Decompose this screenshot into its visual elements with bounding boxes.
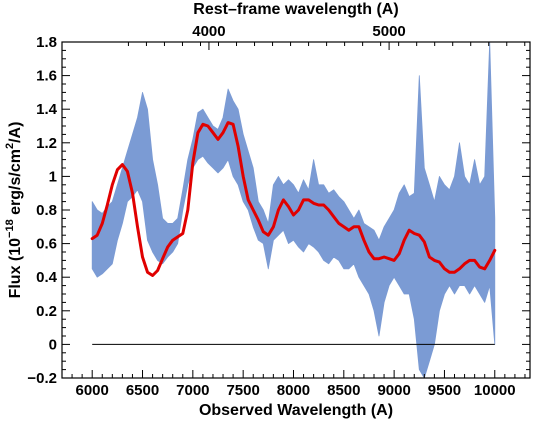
x-tick-label: 7000	[176, 382, 209, 399]
x-tick-label: 6500	[126, 382, 159, 399]
spectrum-band	[91, 41, 496, 379]
y-tick-label: 1.6	[36, 68, 57, 85]
y-tick-label: 1.2	[36, 135, 57, 152]
y-tick-label: 0.4	[36, 269, 58, 286]
x-tick-label: 7500	[226, 382, 259, 399]
y-axis-title-prefix: Flux (10	[7, 238, 24, 299]
x-tick-label: 8000	[277, 382, 310, 399]
y-axis-title-middle: erg/s/cm	[7, 149, 24, 219]
y-axis-title-exponent: −18	[4, 219, 16, 238]
top-axis-title: Rest–frame wavelength (A)	[193, 1, 398, 18]
y-axis-title-exponent-2: 2	[4, 143, 16, 149]
y-tick-label: 0.2	[36, 303, 57, 320]
x-tick-label: 9500	[428, 382, 461, 399]
y-axis-title: Flux (10−18 erg/s/cm2/A)	[4, 122, 24, 299]
y-tick-label: 1.4	[36, 101, 58, 118]
plot-area	[90, 41, 497, 379]
top-tick-label: 4000	[192, 23, 225, 40]
y-tick-label: 0.8	[36, 202, 57, 219]
axes: −0.2 0 0.2 0.4 0.6 0.8 1 1.2 1.4 1.6 1.8 6000 6500 70…	[27, 23, 531, 399]
y-tick-label: −0.2	[27, 370, 57, 387]
x-tick-label: 6000	[76, 382, 109, 399]
y-tick-label: 0	[49, 336, 57, 353]
x-tick-label: 10000	[474, 382, 516, 399]
y-tick-label: 0.6	[36, 236, 57, 253]
fit-line	[90, 121, 497, 277]
top-tick-label: 5000	[372, 23, 405, 40]
y-tick-label: 1.8	[36, 34, 57, 51]
x-tick-label: 8500	[327, 382, 360, 399]
x-tick-label: 9000	[377, 382, 410, 399]
y-axis-title-suffix: /A)	[7, 122, 24, 143]
y-tick-label: 1	[49, 168, 57, 185]
x-axis-title: Observed Wavelength (A)	[199, 402, 393, 419]
